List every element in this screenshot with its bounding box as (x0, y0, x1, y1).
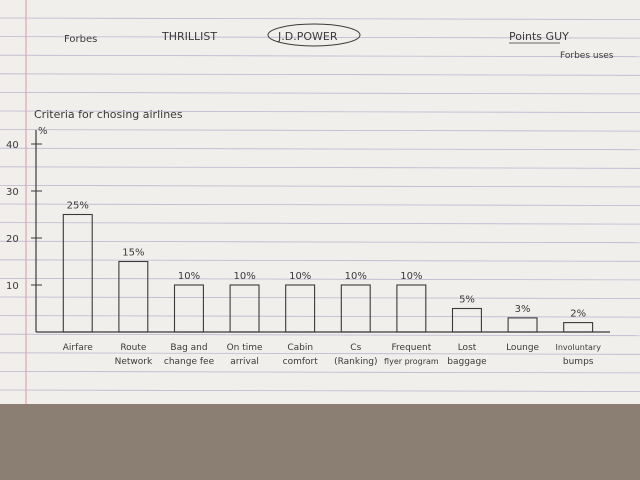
bar (118, 260, 149, 333)
rule-line (0, 92, 640, 95)
rule-line (0, 203, 640, 206)
paper-sheet (0, 0, 640, 404)
note-forbes-uses: Forbes uses (560, 51, 614, 61)
rule-line (0, 277, 640, 281)
bar-value-label: 10% (233, 271, 255, 282)
rule-line (0, 240, 640, 244)
rule-line (0, 259, 640, 262)
rule-line (0, 370, 640, 374)
bar (229, 284, 260, 333)
bar-value-labels: 25% 15% 10% 10% 10% 10% 10% 5% 3% 2% (67, 201, 586, 320)
bar (173, 284, 204, 333)
rule-line (0, 36, 640, 39)
chart-title: Criteria for chosing airlines (34, 108, 183, 121)
bar-value-label: 2% (570, 309, 586, 320)
bars (62, 213, 594, 333)
jdpower-circle (267, 23, 361, 47)
category-label: Lost (458, 343, 477, 353)
rule-line (0, 17, 640, 20)
bar (62, 213, 93, 333)
bar (285, 284, 316, 333)
bar-value-label: 3% (515, 304, 531, 315)
rule-line (0, 54, 640, 58)
rule-line (0, 184, 640, 188)
bar-value-label: 10% (345, 271, 367, 282)
bar-value-label: 10% (178, 271, 200, 282)
note-jdpower: J.D.POWER (277, 30, 338, 43)
y-ticks: 10 20 30 40 (6, 140, 42, 292)
category-label: On time (227, 343, 263, 353)
bar (507, 317, 538, 333)
category-label: Network (115, 357, 153, 367)
category-label: Route (120, 343, 147, 353)
category-label: Frequent (392, 343, 432, 353)
ruled-lines (0, 17, 640, 392)
category-label: bumps (563, 357, 594, 367)
bar-value-label: 10% (400, 271, 422, 282)
category-labels: Airfare Route Network Bag and change fee On t… (63, 343, 601, 367)
header-notes: Forbes THRILLIST J.D.POWER Points GUY Fo… (64, 23, 614, 61)
note-forbes: Forbes (64, 34, 97, 45)
rule-line (0, 389, 640, 392)
rule-line (0, 333, 640, 337)
category-label: Airfare (63, 343, 94, 353)
bar-value-label: 5% (459, 295, 475, 306)
rule-line (0, 222, 640, 225)
rule-line (0, 73, 640, 76)
note-thrillist: THRILLIST (161, 30, 217, 43)
rule-line (0, 352, 640, 355)
category-label: Involuntary (555, 343, 601, 352)
bar (340, 284, 371, 333)
note-points-guy: Points GUY (509, 30, 569, 43)
y-axis-label: % (38, 126, 48, 137)
rule-line (0, 296, 640, 299)
rule-line (0, 129, 640, 132)
bar-value-label: 15% (122, 248, 144, 259)
y-tick-label: 40 (6, 140, 19, 151)
bar (396, 284, 427, 333)
category-label: arrival (230, 357, 259, 367)
category-label: Cabin (287, 343, 313, 353)
category-label: Bag and (170, 343, 207, 353)
rule-line (0, 315, 640, 318)
bar (563, 322, 594, 333)
bar-value-label: 10% (289, 271, 311, 282)
rule-line (0, 147, 640, 151)
bar (451, 307, 482, 333)
category-label: (Ranking) (334, 357, 377, 367)
rule-line (0, 110, 640, 113)
y-tick-label: 20 (6, 234, 19, 245)
category-label: flyer program (384, 357, 439, 366)
rule-line (0, 166, 640, 169)
category-label: Lounge (506, 343, 539, 353)
category-label: baggage (447, 357, 487, 367)
category-label: Cs (350, 343, 361, 353)
bar-value-label: 25% (67, 201, 89, 212)
category-label: comfort (283, 357, 319, 367)
y-tick-label: 30 (6, 187, 19, 198)
y-tick-label: 10 (6, 281, 19, 292)
category-label: change fee (164, 357, 215, 367)
